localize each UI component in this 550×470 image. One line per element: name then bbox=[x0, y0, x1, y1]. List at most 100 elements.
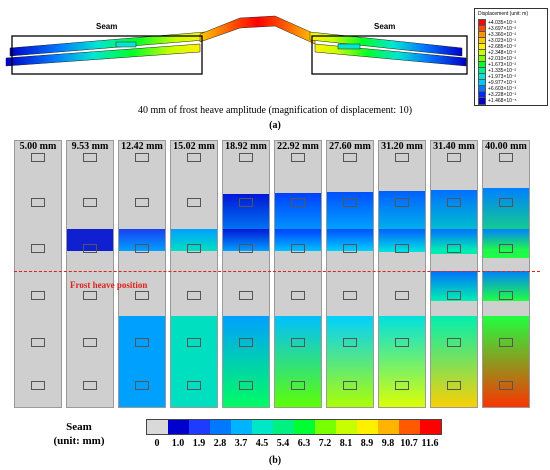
left-seam-label: Seam bbox=[96, 22, 118, 31]
strip-label: 9.53 mm bbox=[71, 141, 109, 152]
dowel-marker bbox=[499, 338, 513, 347]
colorbar-segment bbox=[231, 420, 252, 434]
dowel-marker bbox=[395, 338, 409, 347]
colorbar-tick: 8.1 bbox=[339, 438, 353, 449]
strip-label: 27.60 mm bbox=[329, 141, 371, 152]
dowel-marker bbox=[343, 291, 357, 300]
middle-slab bbox=[199, 15, 316, 45]
right-seam-label: Seam bbox=[374, 22, 396, 31]
dowel-marker bbox=[343, 381, 357, 390]
dowel-marker bbox=[31, 244, 45, 253]
legend-value: +4.035×10⁻² bbox=[488, 19, 517, 26]
dowel-marker bbox=[83, 338, 97, 347]
colorbar-segment bbox=[357, 420, 378, 434]
dowel-marker bbox=[187, 381, 201, 390]
dowel-marker bbox=[83, 291, 97, 300]
displacement-strip bbox=[222, 140, 270, 408]
dowel-marker bbox=[499, 381, 513, 390]
colorbar-segment bbox=[168, 420, 189, 434]
left-seam-block bbox=[115, 41, 137, 48]
displacement-strip bbox=[430, 140, 478, 408]
colorbar-segment bbox=[378, 420, 399, 434]
colorbar-tick: 3.7 bbox=[234, 438, 248, 449]
dowel-marker bbox=[135, 338, 149, 347]
dowel-marker bbox=[187, 198, 201, 207]
colorbar-segment bbox=[420, 420, 441, 434]
legend-value: +3.023×10⁻² bbox=[488, 37, 517, 44]
legend-value: +1.335×10⁻² bbox=[488, 67, 517, 74]
legend-value: +3.697×10⁻² bbox=[488, 25, 517, 32]
dowel-marker bbox=[343, 153, 357, 162]
bottom-unit-text: (unit: mm) bbox=[53, 435, 105, 447]
dowel-marker bbox=[395, 381, 409, 390]
legend-value: +3.360×10⁻² bbox=[488, 31, 517, 38]
dowel-marker bbox=[31, 338, 45, 347]
colorbar-segment bbox=[189, 420, 210, 434]
colorbar-tick: 0 bbox=[154, 438, 160, 449]
displacement-strip bbox=[118, 140, 166, 408]
displacement-strip bbox=[482, 140, 530, 408]
colorbar-segment bbox=[210, 420, 231, 434]
dowel-marker bbox=[395, 153, 409, 162]
right-slab-lower bbox=[314, 43, 467, 67]
top-caption: 40 mm of frost heave amplitude (magnific… bbox=[137, 105, 413, 116]
strip-label: 31.40 mm bbox=[433, 141, 475, 152]
dowel-marker bbox=[239, 198, 253, 207]
legend-value: +1.673×10⁻² bbox=[488, 61, 517, 68]
dowel-marker bbox=[291, 338, 305, 347]
dowel-marker bbox=[83, 198, 97, 207]
dowel-marker bbox=[135, 198, 149, 207]
dowel-marker bbox=[31, 291, 45, 300]
dowel-marker bbox=[291, 381, 305, 390]
colorbar-segment bbox=[336, 420, 357, 434]
strip-label: 5.00 mm bbox=[19, 141, 57, 152]
dowel-marker bbox=[291, 198, 305, 207]
dowel-marker bbox=[135, 291, 149, 300]
dowel-marker bbox=[291, 153, 305, 162]
dowel-marker bbox=[31, 381, 45, 390]
dowel-marker bbox=[447, 153, 461, 162]
dowel-marker bbox=[187, 291, 201, 300]
dowel-marker bbox=[239, 338, 253, 347]
dowel-marker bbox=[135, 244, 149, 253]
colorbar-tick: 8.9 bbox=[360, 438, 374, 449]
dowel-marker bbox=[83, 244, 97, 253]
dowel-marker bbox=[343, 198, 357, 207]
dowel-marker bbox=[447, 338, 461, 347]
legend-value: +2.685×10⁻² bbox=[488, 43, 517, 50]
bottom-seam-label: Seam (unit: mm) bbox=[44, 420, 114, 448]
dowel-marker bbox=[83, 153, 97, 162]
dowel-marker bbox=[239, 153, 253, 162]
displacement-strip bbox=[378, 140, 426, 408]
dowel-marker bbox=[31, 198, 45, 207]
legend-value: +6.603×10⁻³ bbox=[488, 85, 517, 92]
legend-value: +9.977×10⁻³ bbox=[488, 79, 517, 86]
dowel-marker bbox=[395, 198, 409, 207]
strip-label: 31.20 mm bbox=[381, 141, 423, 152]
legend-entry: +1.468×10⁻⁵ bbox=[478, 96, 517, 105]
dowel-marker bbox=[499, 198, 513, 207]
colorbar bbox=[146, 419, 442, 435]
displacement-strip bbox=[66, 140, 114, 408]
legend-value: +1.468×10⁻⁵ bbox=[488, 97, 517, 104]
dowel-marker bbox=[343, 244, 357, 253]
displacement-strip bbox=[274, 140, 322, 408]
left-seam-frame bbox=[11, 35, 203, 75]
displacement-strip bbox=[326, 140, 374, 408]
strip-label: 12.42 mm bbox=[121, 141, 163, 152]
colorbar-segment bbox=[315, 420, 336, 434]
legend-value: +2.348×10⁻² bbox=[488, 49, 517, 56]
dowel-marker bbox=[395, 244, 409, 253]
colorbar-segment bbox=[252, 420, 273, 434]
dowel-marker bbox=[83, 381, 97, 390]
right-slab-upper bbox=[309, 31, 463, 57]
right-seam-frame bbox=[311, 35, 468, 75]
dowel-marker bbox=[239, 244, 253, 253]
deformed-slab-figure bbox=[5, 15, 468, 75]
legend-value: +2.010×10⁻² bbox=[488, 55, 517, 62]
dowel-marker bbox=[499, 244, 513, 253]
dowel-marker bbox=[135, 153, 149, 162]
displacement-strip bbox=[14, 140, 62, 408]
strip-label: 22.92 mm bbox=[277, 141, 319, 152]
left-slab-lower bbox=[5, 43, 201, 67]
